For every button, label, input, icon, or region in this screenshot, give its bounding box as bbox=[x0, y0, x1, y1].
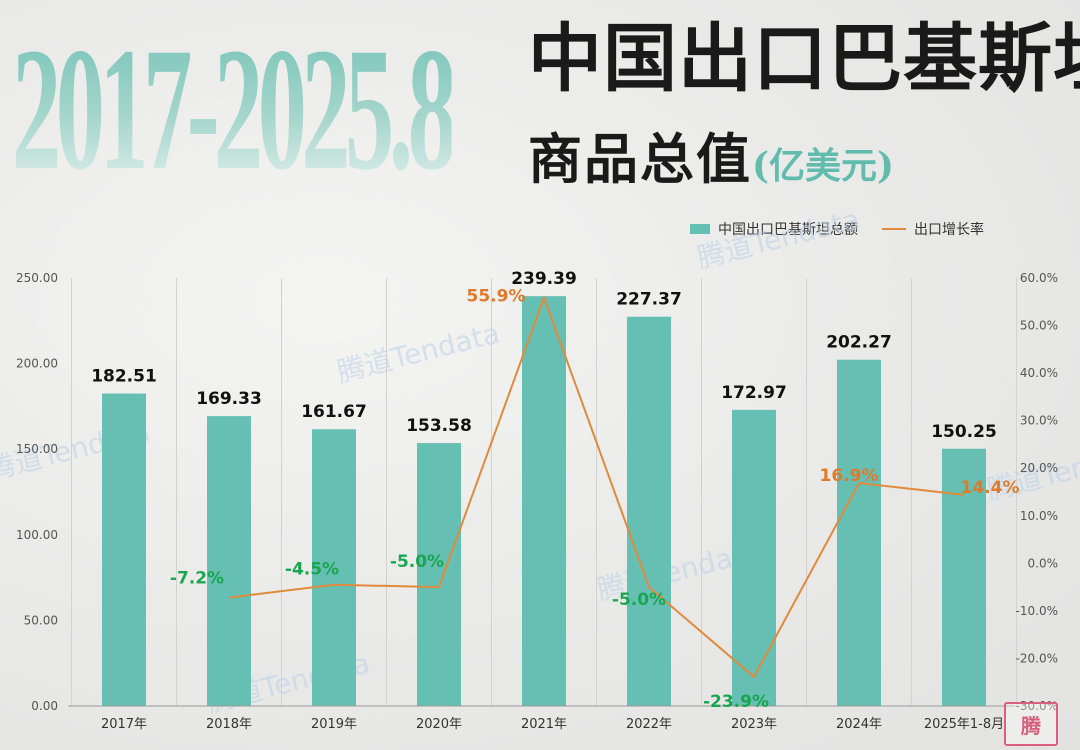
page-title: 中国出口巴基斯坦 bbox=[528, 16, 1080, 102]
bar bbox=[102, 393, 146, 706]
watermark-text: 腾道Tendata bbox=[694, 203, 863, 275]
bar-value-label: 161.67 bbox=[301, 402, 367, 422]
y-left-tick-label: 150.00 bbox=[16, 442, 58, 456]
y-right-tick-label: 40.0% bbox=[1020, 366, 1058, 380]
chart-legend: 中国出口巴基斯坦总额 出口增长率 bbox=[690, 218, 984, 240]
y-left-tick-label: 0.00 bbox=[31, 699, 58, 713]
subtitle-unit: (亿美元) bbox=[752, 145, 895, 187]
x-tick-label: 2019年 bbox=[311, 717, 357, 732]
x-tick-label: 2020年 bbox=[416, 717, 462, 732]
y-right-tick-label: 10.0% bbox=[1020, 509, 1058, 523]
y-left-tick-label: 250.00 bbox=[16, 271, 58, 285]
axis-layer: 0.0050.00100.00150.00200.00250.00-30.0%-… bbox=[16, 271, 1058, 732]
bar bbox=[522, 296, 566, 706]
bar bbox=[942, 448, 986, 706]
growth-rate-label: -5.0% bbox=[390, 552, 444, 572]
x-tick-label: 2021年 bbox=[521, 717, 567, 732]
bar bbox=[312, 429, 356, 706]
growth-rate-label: 55.9% bbox=[467, 286, 526, 306]
y-right-tick-label: 60.0% bbox=[1020, 271, 1058, 285]
growth-rate-label: 16.9% bbox=[820, 466, 879, 486]
bar bbox=[207, 416, 251, 706]
legend-line-label: 出口增长率 bbox=[914, 222, 984, 238]
bar-value-label: 182.51 bbox=[91, 367, 157, 387]
bar-value-label: 153.58 bbox=[406, 416, 472, 436]
x-tick-label: 2023年 bbox=[731, 717, 777, 732]
bar bbox=[732, 409, 776, 706]
growth-rate-label: -5.0% bbox=[612, 590, 666, 610]
bar-layer bbox=[102, 296, 986, 706]
growth-rate-label: -4.5% bbox=[285, 560, 339, 580]
bar-value-label: 202.27 bbox=[826, 333, 892, 353]
x-tick-label: 2017年 bbox=[101, 717, 147, 732]
y-right-tick-label: -20.0% bbox=[1016, 651, 1058, 665]
x-tick-label: 2018年 bbox=[206, 717, 252, 732]
bar-value-label: 150.25 bbox=[931, 422, 997, 442]
y-right-tick-label: 50.0% bbox=[1020, 319, 1058, 333]
corner-logo: 腾 bbox=[1004, 702, 1058, 746]
y-left-tick-label: 50.00 bbox=[24, 613, 58, 627]
y-right-tick-label: -10.0% bbox=[1016, 604, 1058, 618]
x-tick-label: 2025年1-8月 bbox=[924, 717, 1004, 732]
y-right-tick-label: 0.0% bbox=[1028, 556, 1059, 570]
bar bbox=[627, 316, 671, 706]
growth-rate-label: 14.4% bbox=[961, 478, 1020, 498]
bar bbox=[417, 443, 461, 706]
bar-value-label: 239.39 bbox=[511, 269, 577, 289]
legend-bar-swatch bbox=[690, 224, 710, 234]
subtitle-text: 商品总值 bbox=[528, 127, 752, 191]
y-left-tick-label: 100.00 bbox=[16, 528, 58, 542]
bar-value-label: 227.37 bbox=[616, 290, 682, 310]
bar-value-label: 169.33 bbox=[196, 389, 262, 409]
x-tick-label: 2024年 bbox=[836, 717, 882, 732]
page-subtitle: 商品总值(亿美元) bbox=[528, 132, 894, 186]
y-right-tick-label: 20.0% bbox=[1020, 461, 1058, 475]
label-layer: 182.51 169.33 161.67 153.58 239.39 227.37 172.… bbox=[91, 269, 1019, 712]
watermark-text: 腾道Tendata bbox=[334, 317, 503, 389]
legend-bar-label: 中国出口巴基斯坦总额 bbox=[718, 222, 858, 238]
growth-rate-label: -23.9% bbox=[703, 692, 769, 712]
y-left-tick-label: 200.00 bbox=[16, 357, 58, 371]
growth-line bbox=[228, 296, 965, 678]
x-tick-label: 2022年 bbox=[626, 717, 672, 732]
growth-rate-label: -7.2% bbox=[170, 569, 224, 589]
bar-value-label: 172.97 bbox=[721, 383, 787, 403]
legend-line-swatch bbox=[882, 228, 906, 230]
y-right-tick-label: 30.0% bbox=[1020, 414, 1058, 428]
line-layer bbox=[228, 296, 965, 678]
bar bbox=[837, 359, 881, 706]
grid-layer bbox=[71, 278, 1017, 706]
year-range-heading: 2017-2025.8 bbox=[12, 12, 457, 207]
